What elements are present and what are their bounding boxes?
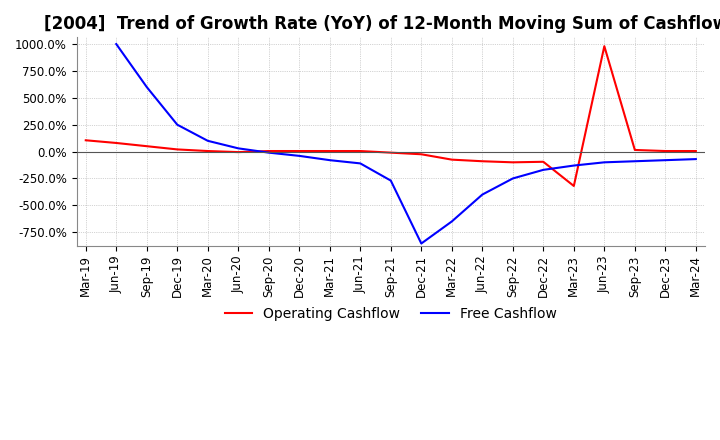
Free Cashflow <box>264 150 273 155</box>
Free Cashflow <box>417 241 426 246</box>
Free Cashflow <box>143 84 151 90</box>
Line: Operating Cashflow: Operating Cashflow <box>86 46 696 186</box>
Free Cashflow <box>570 163 578 168</box>
Free Cashflow <box>112 41 120 47</box>
Operating Cashflow <box>570 183 578 189</box>
Free Cashflow <box>539 167 548 172</box>
Free Cashflow <box>204 138 212 143</box>
Operating Cashflow <box>295 148 304 154</box>
Line: Free Cashflow: Free Cashflow <box>116 44 696 243</box>
Operating Cashflow <box>387 150 395 155</box>
Free Cashflow <box>234 146 243 151</box>
Operating Cashflow <box>539 159 548 165</box>
Free Cashflow <box>691 157 700 162</box>
Operating Cashflow <box>691 148 700 154</box>
Free Cashflow <box>661 158 670 163</box>
Operating Cashflow <box>173 147 181 152</box>
Operating Cashflow <box>143 143 151 149</box>
Free Cashflow <box>631 158 639 164</box>
Free Cashflow <box>448 219 456 224</box>
Operating Cashflow <box>661 148 670 154</box>
Legend: Operating Cashflow, Free Cashflow: Operating Cashflow, Free Cashflow <box>219 301 562 326</box>
Free Cashflow <box>600 160 608 165</box>
Operating Cashflow <box>478 158 487 164</box>
Operating Cashflow <box>417 152 426 157</box>
Operating Cashflow <box>264 148 273 154</box>
Free Cashflow <box>387 178 395 183</box>
Operating Cashflow <box>600 44 608 49</box>
Free Cashflow <box>478 192 487 197</box>
Free Cashflow <box>508 176 517 181</box>
Free Cashflow <box>295 153 304 158</box>
Operating Cashflow <box>508 160 517 165</box>
Operating Cashflow <box>448 157 456 162</box>
Operating Cashflow <box>112 140 120 146</box>
Operating Cashflow <box>356 148 364 154</box>
Free Cashflow <box>173 122 181 127</box>
Operating Cashflow <box>325 148 334 154</box>
Operating Cashflow <box>631 147 639 153</box>
Title: [2004]  Trend of Growth Rate (YoY) of 12-Month Moving Sum of Cashflows: [2004] Trend of Growth Rate (YoY) of 12-… <box>44 15 720 33</box>
Free Cashflow <box>325 158 334 163</box>
Operating Cashflow <box>81 138 90 143</box>
Operating Cashflow <box>204 148 212 154</box>
Free Cashflow <box>356 161 364 166</box>
Operating Cashflow <box>234 150 243 155</box>
